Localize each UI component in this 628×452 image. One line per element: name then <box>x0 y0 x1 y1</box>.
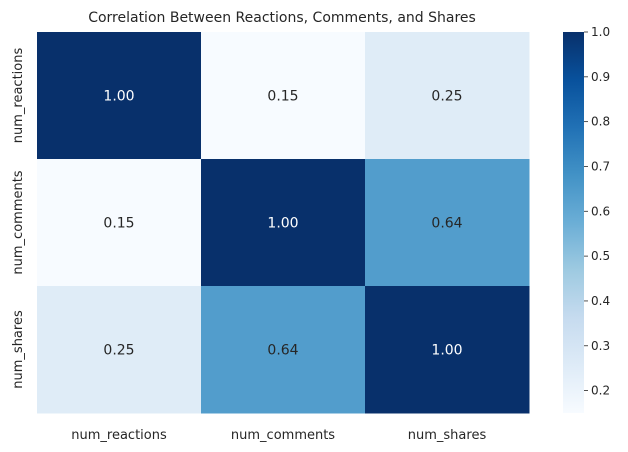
heatmap-cell <box>37 286 202 414</box>
y-tick-label: num_reactions <box>11 48 26 144</box>
heatmap-cells: 1.00 0.15 0.25 0.15 1.00 0.64 0.25 0.64 1.00 <box>37 32 530 414</box>
colorbar-tick-label: 0.3 <box>591 339 610 353</box>
y-tick-label: num_comments <box>11 170 26 274</box>
heatmap-cell <box>365 159 530 287</box>
cell-value-label: 1.00 <box>103 89 134 105</box>
x-axis-ticks: num_reactions num_comments num_shares <box>71 428 486 443</box>
heatmap-cell <box>201 159 366 287</box>
y-axis-ticks: num_reactions num_comments num_shares <box>11 48 26 389</box>
cell-value-label: 1.00 <box>267 216 298 232</box>
colorbar-tick-label: 0.8 <box>591 115 610 129</box>
heatmap-cell <box>365 32 530 160</box>
cell-value-label: 0.15 <box>267 89 298 105</box>
heatmap-cell <box>201 286 366 414</box>
colorbar-tick-label: 0.9 <box>591 70 610 84</box>
heatmap-cell <box>37 159 202 287</box>
colorbar: 0.2 0.3 0.4 0.5 0.6 0.7 0.8 0.9 1.0 <box>563 25 610 413</box>
cell-value-label: 0.25 <box>103 343 134 359</box>
heatmap-cell <box>201 32 366 160</box>
cell-value-label: 1.00 <box>431 343 462 359</box>
colorbar-tick-label: 0.2 <box>591 384 610 398</box>
colorbar-tick-label: 0.6 <box>591 204 610 218</box>
cell-value-label: 0.64 <box>267 343 298 359</box>
y-tick-label: num_shares <box>11 310 26 389</box>
heatmap-cell <box>365 286 530 414</box>
cell-value-label: 0.25 <box>431 89 462 105</box>
colorbar-tick-label: 0.4 <box>591 294 610 308</box>
cell-value-label: 0.15 <box>103 216 134 232</box>
colorbar-gradient <box>563 32 584 413</box>
x-tick-label: num_shares <box>408 428 487 443</box>
colorbar-tick-label: 0.5 <box>591 249 610 263</box>
heatmap-cell <box>37 32 202 160</box>
colorbar-tick-label: 0.7 <box>591 159 610 173</box>
cell-value-label: 0.64 <box>431 216 462 232</box>
chart-title: Correlation Between Reactions, Comments,… <box>88 10 476 26</box>
colorbar-tick-label: 1.0 <box>591 25 610 39</box>
x-tick-label: num_reactions <box>71 428 167 443</box>
x-tick-label: num_comments <box>231 428 335 443</box>
